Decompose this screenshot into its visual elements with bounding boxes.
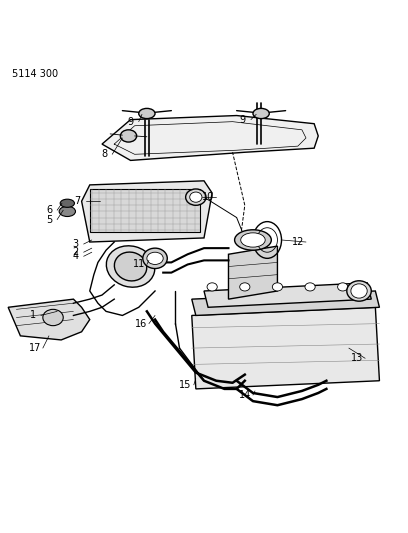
Text: 2: 2 (72, 247, 79, 257)
Text: 1: 1 (29, 310, 36, 320)
Ellipse shape (186, 189, 206, 205)
Ellipse shape (106, 246, 155, 287)
Ellipse shape (43, 309, 63, 326)
Text: 5114 300: 5114 300 (12, 69, 58, 79)
Ellipse shape (337, 283, 348, 291)
Bar (90, 189, 200, 232)
Ellipse shape (190, 192, 202, 202)
Text: 9: 9 (127, 117, 134, 127)
Ellipse shape (139, 108, 155, 119)
Text: 9: 9 (239, 115, 246, 125)
Polygon shape (204, 283, 371, 308)
Ellipse shape (347, 281, 371, 301)
Text: 4: 4 (72, 251, 79, 261)
Text: 11: 11 (133, 260, 145, 270)
Ellipse shape (351, 284, 367, 298)
Ellipse shape (59, 206, 75, 216)
Polygon shape (8, 299, 90, 340)
Ellipse shape (272, 283, 282, 291)
Ellipse shape (143, 248, 167, 269)
Ellipse shape (207, 283, 217, 291)
Text: 8: 8 (101, 149, 107, 159)
Text: 10: 10 (202, 192, 214, 202)
Ellipse shape (120, 130, 137, 142)
Polygon shape (192, 308, 379, 389)
Ellipse shape (241, 233, 265, 247)
Text: 3: 3 (72, 239, 79, 249)
Text: 16: 16 (135, 319, 147, 329)
Text: 5: 5 (46, 215, 52, 224)
Polygon shape (228, 246, 277, 299)
Ellipse shape (114, 252, 147, 281)
Text: 17: 17 (29, 343, 41, 353)
Text: 6: 6 (46, 205, 52, 215)
Ellipse shape (235, 230, 271, 250)
Polygon shape (192, 291, 379, 316)
Ellipse shape (147, 252, 163, 264)
Ellipse shape (60, 199, 75, 207)
Ellipse shape (253, 108, 269, 119)
Ellipse shape (305, 283, 315, 291)
Text: 13: 13 (351, 353, 363, 364)
Text: 7: 7 (74, 196, 81, 206)
Ellipse shape (239, 283, 250, 291)
Text: 14: 14 (239, 390, 251, 400)
Polygon shape (102, 116, 318, 160)
Text: 12: 12 (292, 237, 304, 247)
Text: 15: 15 (180, 380, 192, 390)
Polygon shape (82, 181, 212, 242)
